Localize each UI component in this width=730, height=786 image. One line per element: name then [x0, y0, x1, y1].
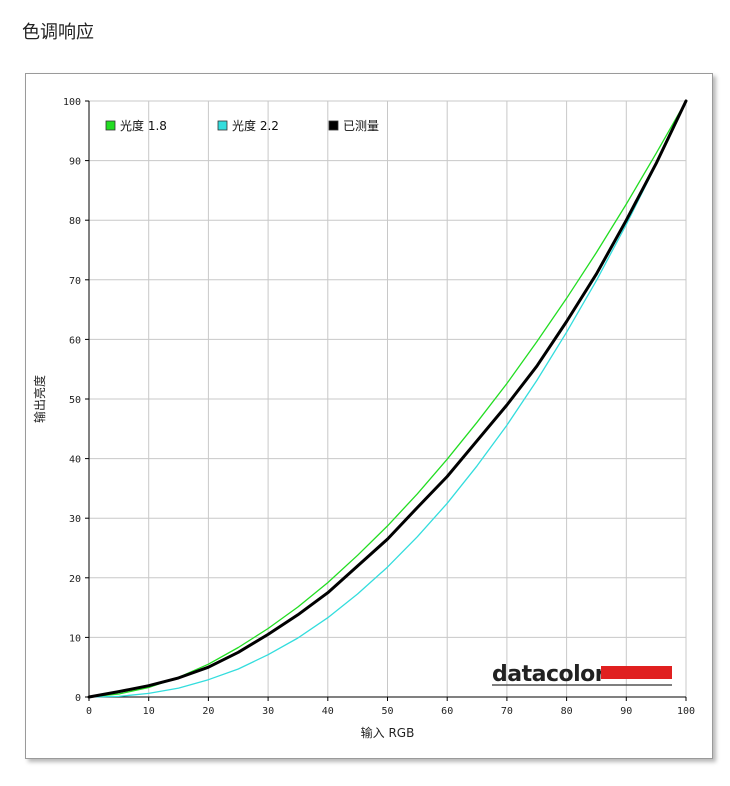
- x-tick-label: 80: [561, 706, 573, 717]
- x-tick-label: 70: [501, 706, 513, 717]
- y-tick-label: 30: [69, 514, 81, 525]
- legend-swatch: [105, 120, 116, 131]
- y-tick-label: 70: [69, 276, 81, 287]
- x-tick-label: 0: [86, 706, 92, 717]
- x-axis-ticks: 0 10 20 30 40 50 60 70 80 90 100: [86, 697, 695, 717]
- x-tick-label: 40: [322, 706, 334, 717]
- y-axis-ticks: 0 10 20 30 40 50 60 70 80 90 100: [63, 97, 89, 704]
- x-tick-label: 100: [677, 706, 695, 717]
- x-axis-label: 输入 RGB: [361, 725, 415, 740]
- logo-red-bar: [601, 666, 672, 679]
- y-tick-label: 50: [69, 395, 81, 406]
- chart-panel: 0 10 20 30 40 50 60 70 80 90 100 0 10 20 30 40 50 60 70 80…: [25, 73, 713, 759]
- legend-swatch: [328, 120, 339, 131]
- y-tick-label: 40: [69, 455, 81, 466]
- grid: [89, 100, 687, 697]
- x-tick-label: 60: [441, 706, 453, 717]
- y-tick-label: 100: [63, 97, 81, 108]
- legend-swatch: [217, 120, 228, 131]
- y-tick-label: 90: [69, 157, 81, 168]
- x-tick-label: 90: [620, 706, 632, 717]
- legend: 光度 1.8 光度 2.2 已测量: [105, 118, 379, 133]
- series-line: [87, 99, 688, 699]
- y-tick-label: 10: [69, 633, 81, 644]
- y-tick-label: 80: [69, 216, 81, 227]
- series-line: [88, 100, 687, 698]
- y-tick-label: 60: [69, 335, 81, 346]
- tone-response-chart: 0 10 20 30 40 50 60 70 80 90 100 0 10 20 30 40 50 60 70 80…: [32, 97, 695, 740]
- x-tick-label: 30: [262, 706, 274, 717]
- series-group: [87, 99, 688, 699]
- legend-label: 光度 2.2: [232, 118, 279, 133]
- legend-label: 光度 1.8: [120, 118, 167, 133]
- logo-text: datacolor: [492, 662, 606, 687]
- x-tick-label: 50: [381, 706, 393, 717]
- datacolor-logo: datacolor: [492, 662, 672, 687]
- page-title: 色调响应: [22, 22, 94, 43]
- x-tick-label: 10: [143, 706, 155, 717]
- y-axis-label: 输出亮度: [32, 375, 47, 423]
- y-tick-label: 0: [75, 693, 81, 704]
- legend-label: 已测量: [343, 119, 379, 133]
- x-tick-label: 20: [202, 706, 214, 717]
- y-tick-label: 20: [69, 574, 81, 585]
